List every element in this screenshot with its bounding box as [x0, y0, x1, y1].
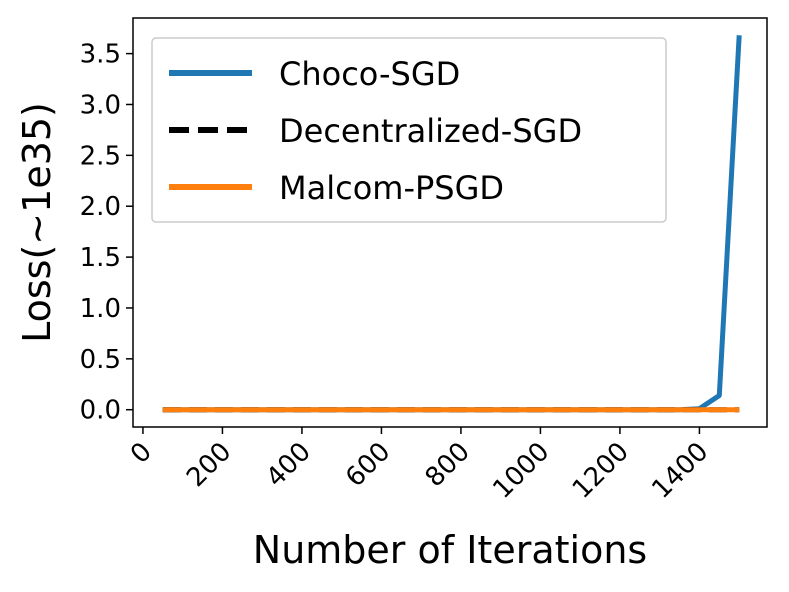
y-tick-label: 2.0: [80, 192, 121, 222]
x-tick-label: 0: [125, 437, 158, 470]
x-tick-label: 800: [420, 437, 476, 493]
y-axis-ticks: 0.0 0.5 1.0 1.5 2.0 2.5 3.0 3.5: [80, 40, 133, 426]
y-tick-label: 1.0: [80, 294, 121, 324]
legend-label-1: Decentralized-SGD: [279, 112, 582, 150]
legend-label-2: Malcom-PSGD: [279, 169, 504, 207]
x-tick-label: 1400: [646, 437, 714, 505]
y-axis-label: Loss(~1e35): [15, 102, 59, 343]
y-tick-label: 0.0: [80, 396, 121, 426]
y-tick-label: 3.5: [80, 40, 121, 70]
x-tick-label: 200: [181, 437, 237, 493]
x-axis-label: Number of Iterations: [253, 528, 647, 572]
legend-label-0: Choco-SGD: [279, 55, 460, 93]
y-tick-label: 3.0: [80, 90, 121, 120]
legend-box: [151, 37, 667, 223]
x-tick-label: 600: [340, 437, 396, 493]
legend: Choco-SGD Decentralized-SGD Malcom-PSGD: [151, 37, 667, 223]
y-tick-label: 2.5: [80, 141, 121, 171]
y-tick-label: 0.5: [80, 345, 121, 375]
x-axis-ticks: 0 200 400 600 800 1000 1200 1400: [125, 427, 714, 505]
x-tick-label: 1200: [567, 437, 635, 505]
x-tick-label: 400: [261, 437, 317, 493]
x-tick-label: 1000: [487, 437, 555, 505]
plot-frame: [132, 17, 768, 428]
plot-lines: [162, 35, 742, 413]
y-tick-label: 1.5: [80, 243, 121, 273]
